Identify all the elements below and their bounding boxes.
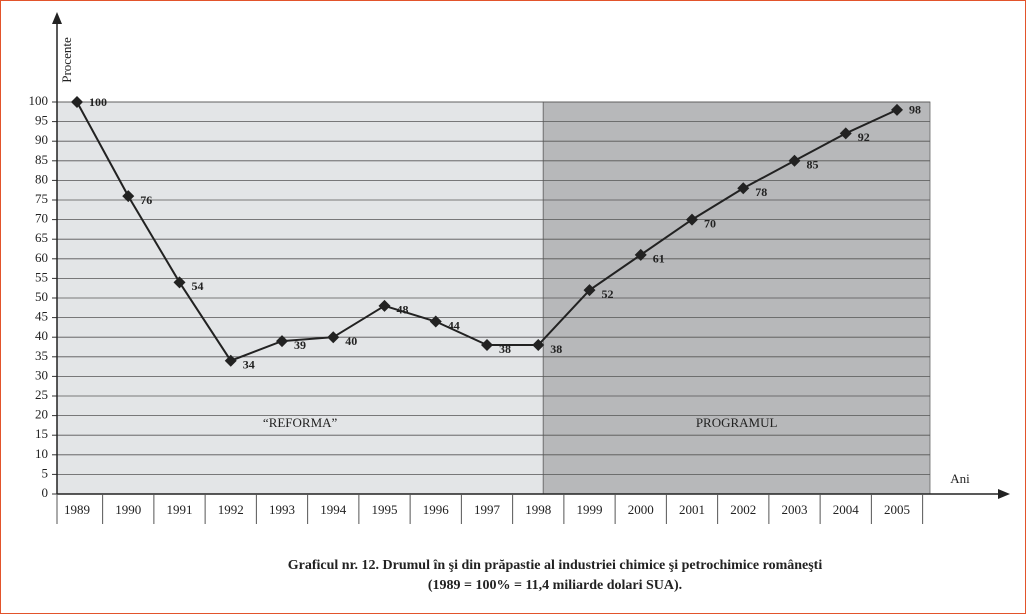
x-tick-label: 1994 <box>320 502 347 517</box>
data-label: 76 <box>140 193 152 207</box>
y-arrow <box>52 12 62 24</box>
data-label: 40 <box>345 334 357 348</box>
x-tick-label: 2004 <box>833 502 860 517</box>
y-axis-label: Procente <box>59 37 74 83</box>
y-tick-label: 30 <box>35 367 48 382</box>
x-tick-label: 1990 <box>115 502 141 517</box>
y-tick-label: 60 <box>35 250 48 265</box>
data-point <box>276 335 288 348</box>
x-tick-label: 1992 <box>218 502 244 517</box>
x-tick-label: 1998 <box>525 502 551 517</box>
data-point <box>583 284 596 297</box>
y-tick-label: 50 <box>35 289 48 304</box>
y-tick-label: 80 <box>35 171 48 186</box>
x-tick-label: 1999 <box>577 502 603 517</box>
x-tick-label: 1995 <box>372 502 398 517</box>
caption: (1989 = 100% = 11,4 miliarde dolari SUA)… <box>428 578 682 593</box>
data-point <box>686 213 698 226</box>
x-tick-label: 1993 <box>269 502 295 517</box>
x-tick-label: 2001 <box>679 502 705 517</box>
x-tick-label: 2002 <box>730 502 756 517</box>
data-label: 98 <box>909 103 921 117</box>
data-point <box>327 331 340 344</box>
data-point <box>737 182 750 195</box>
y-tick-label: 75 <box>35 191 48 206</box>
region-label: “REFORMA” <box>263 415 338 430</box>
y-tick-label: 15 <box>35 426 48 441</box>
y-tick-label: 25 <box>35 387 48 402</box>
x-arrow <box>998 489 1010 499</box>
x-tick-label: 1989 <box>64 502 90 517</box>
data-label: 85 <box>807 158 819 172</box>
data-label: 100 <box>89 95 107 109</box>
data-label: 78 <box>755 185 767 199</box>
data-point <box>429 315 442 328</box>
y-tick-label: 55 <box>35 269 48 284</box>
y-tick-label: 10 <box>35 446 48 461</box>
data-point <box>634 248 647 261</box>
y-tick-label: 70 <box>35 211 48 226</box>
data-point <box>532 339 545 352</box>
y-tick-label: 0 <box>42 485 49 500</box>
data-point <box>378 299 391 312</box>
data-point <box>224 354 237 367</box>
y-tick-label: 90 <box>35 132 48 147</box>
y-tick-label: 5 <box>42 465 49 480</box>
caption: Graficul nr. 12. Drumul în şi din prăpas… <box>288 558 823 573</box>
x-tick-label: 2003 <box>782 502 808 517</box>
y-tick-label: 85 <box>35 152 48 167</box>
data-point <box>481 339 493 352</box>
data-point <box>122 190 135 203</box>
data-label: 39 <box>294 338 306 352</box>
data-label: 48 <box>397 303 409 317</box>
y-tick-label: 65 <box>35 230 48 245</box>
data-label: 70 <box>704 216 716 230</box>
x-tick-label: 2000 <box>628 502 654 517</box>
data-label: 34 <box>243 357 255 371</box>
data-label: 92 <box>858 130 870 144</box>
data-label: 44 <box>448 318 460 332</box>
y-tick-label: 45 <box>35 309 48 324</box>
x-tick-label: 2005 <box>884 502 910 517</box>
data-point <box>839 127 852 140</box>
data-point <box>788 154 801 167</box>
region-label: PROGRAMUL <box>696 415 778 430</box>
data-label: 52 <box>602 287 614 301</box>
data-label: 38 <box>499 342 511 356</box>
x-tick-label: 1996 <box>423 502 450 517</box>
data-point <box>71 96 83 108</box>
y-tick-label: 100 <box>29 93 49 108</box>
y-tick-label: 35 <box>35 348 48 363</box>
x-tick-label: 1991 <box>167 502 193 517</box>
x-tick-label: 1997 <box>474 502 501 517</box>
data-point <box>891 103 903 116</box>
y-tick-label: 95 <box>35 113 48 128</box>
data-label: 61 <box>653 252 665 266</box>
data-label: 38 <box>550 342 562 356</box>
y-tick-label: 40 <box>35 328 48 343</box>
data-label: 54 <box>192 279 204 293</box>
data-point <box>173 276 186 289</box>
y-tick-label: 20 <box>35 407 48 422</box>
x-axis-label: Ani <box>950 471 970 486</box>
